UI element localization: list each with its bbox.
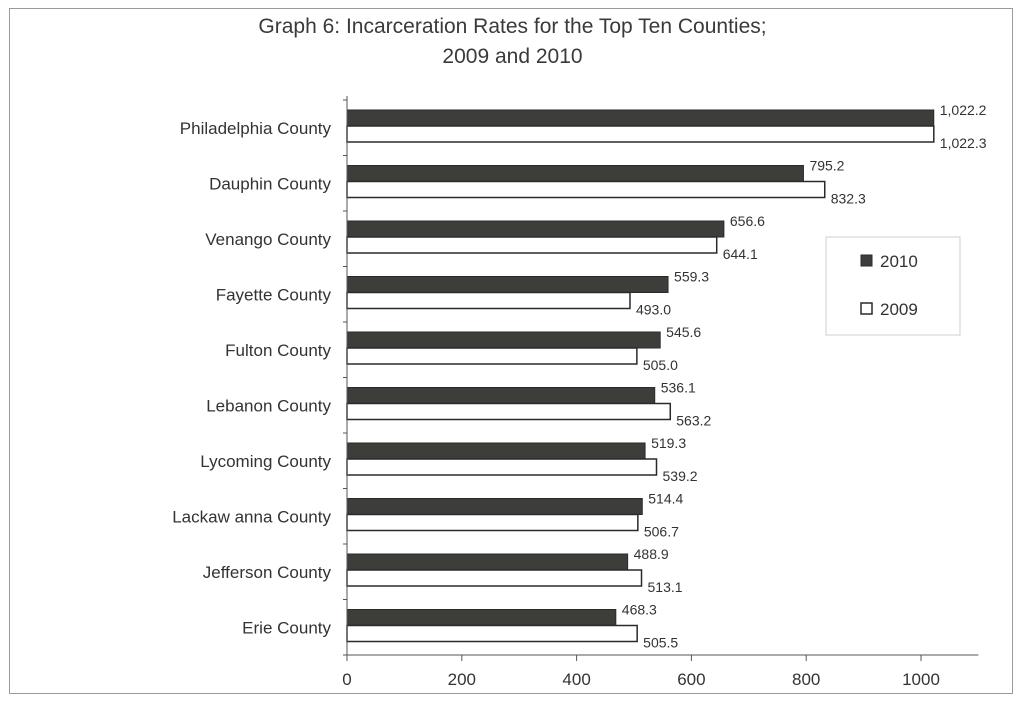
bar-2009 (346, 402, 672, 421)
x-tick-label: 800 (792, 670, 820, 689)
category-label: Lycoming County (200, 452, 331, 471)
data-label-2009: 539.2 (663, 468, 698, 484)
bar-2010 (346, 498, 643, 515)
legend-swatch-2009 (860, 302, 873, 315)
category-label: Jefferson County (203, 563, 332, 582)
bar-2009 (346, 458, 658, 476)
category-label: Dauphin County (209, 174, 331, 193)
bar-2009 (346, 180, 826, 199)
bar-2009 (346, 236, 718, 254)
data-label-2009: 832.3 (831, 191, 866, 207)
data-label-2010: 536.1 (661, 380, 696, 396)
legend-swatch-2010 (860, 254, 873, 267)
data-label-2010: 514.4 (648, 491, 683, 507)
bar-2010 (346, 553, 629, 571)
data-label-2009: 644.1 (723, 246, 758, 262)
data-label-2009: 505.0 (643, 357, 678, 373)
data-label-2009: 563.2 (676, 413, 711, 429)
bar-2010 (346, 609, 617, 626)
chart-title: Graph 6: Incarceration Rates for the Top… (0, 12, 1025, 72)
data-label-2010: 1,022.2 (940, 102, 987, 118)
chart-title-line-1: Graph 6: Incarceration Rates for the Top… (258, 15, 767, 38)
data-label-2009: 506.7 (644, 524, 679, 540)
data-label-2010: 468.3 (622, 602, 657, 618)
data-label-2009: 513.1 (648, 579, 683, 595)
bar-2010 (346, 387, 656, 404)
bar-2010 (346, 220, 725, 238)
category-label: Lackaw anna County (172, 507, 331, 526)
bar-2009 (346, 125, 935, 143)
bar-2010 (346, 331, 661, 349)
x-tick-label: 0 (342, 670, 351, 689)
legend-label-2010: 2010 (880, 252, 918, 271)
category-label: Erie County (242, 618, 331, 637)
bar-2010 (346, 165, 804, 182)
x-tick-label: 400 (562, 670, 590, 689)
data-label-2009: 493.0 (636, 302, 671, 318)
bar-2010 (346, 276, 669, 293)
data-label-2010: 519.3 (651, 435, 686, 451)
bar-2009 (346, 513, 639, 532)
legend-box (825, 236, 961, 336)
data-label-2010: 488.9 (634, 546, 669, 562)
legend-label-2009: 2009 (880, 300, 918, 319)
data-label-2009: 1,022.3 (940, 135, 987, 151)
data-label-2010: 656.6 (730, 213, 765, 229)
data-label-2010: 559.3 (674, 269, 709, 285)
x-tick-label: 1000 (902, 670, 940, 689)
bar-2009 (346, 624, 638, 643)
category-label: Fulton County (225, 341, 331, 360)
bar-2009 (346, 291, 631, 310)
chart-title-line-2: 2009 and 2010 (442, 45, 583, 68)
data-label-2010: 545.6 (666, 324, 701, 340)
category-label: Philadelphia County (180, 119, 332, 138)
data-label-2010: 795.2 (809, 158, 844, 174)
bar-2009 (346, 569, 643, 587)
x-tick-label: 600 (677, 670, 705, 689)
x-tick-label: 200 (448, 670, 476, 689)
bar-2009 (346, 347, 638, 365)
category-label: Venango County (205, 230, 331, 249)
bar-2010 (346, 109, 935, 127)
data-label-2009: 505.5 (643, 635, 678, 651)
bar-2010 (346, 442, 646, 460)
category-label: Lebanon County (206, 396, 331, 415)
category-label: Fayette County (216, 285, 332, 304)
